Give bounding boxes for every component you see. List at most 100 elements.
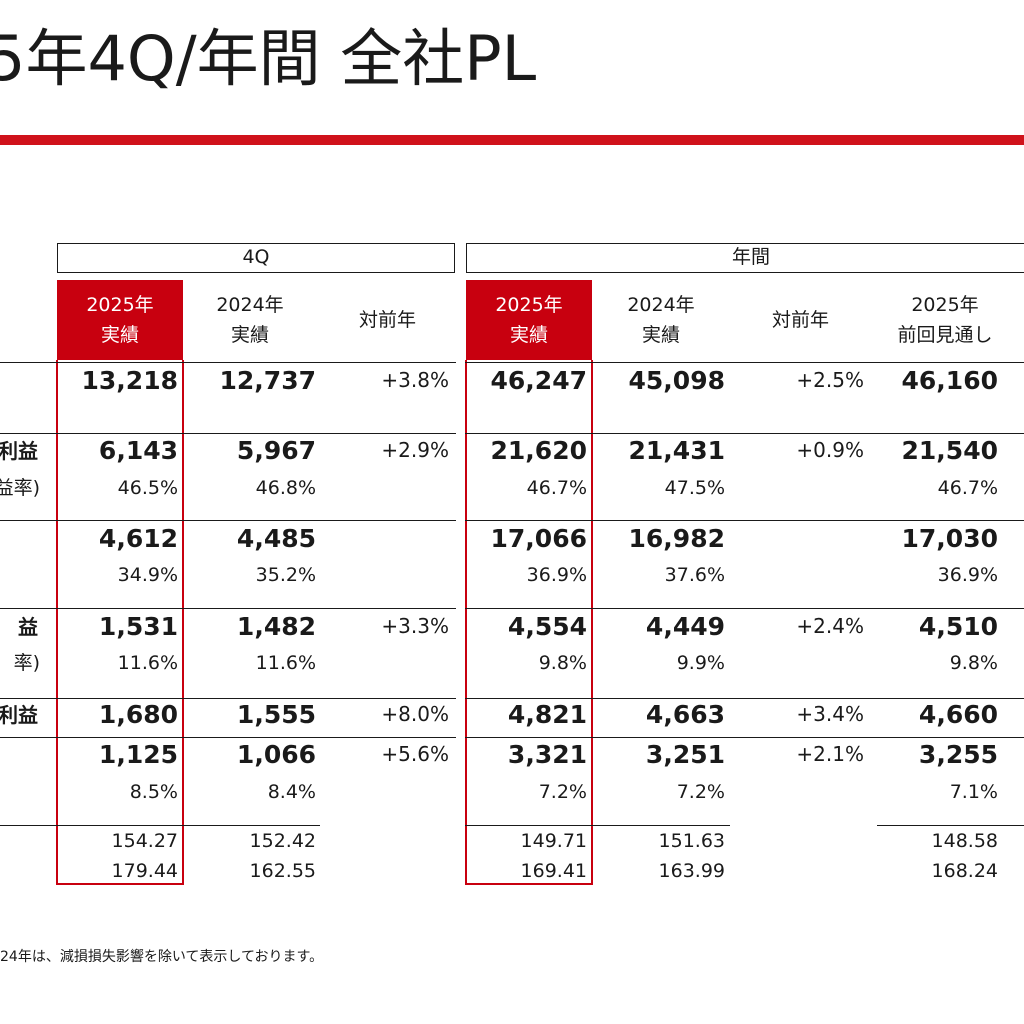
value-a25: 4,821	[507, 700, 587, 729]
value-fc: 21,540	[901, 436, 998, 465]
value-a24: 16,982	[628, 524, 725, 553]
fx-rate-a24: 151.63	[658, 830, 725, 852]
fx-rate-fc: 168.24	[931, 860, 998, 882]
fx-rate-q24: 152.42	[249, 830, 316, 852]
ratio-q25: 46.5%	[117, 477, 178, 499]
row-divider	[183, 362, 456, 363]
row-divider	[0, 698, 183, 699]
row-divider	[465, 362, 1024, 363]
yoy-qyoy: +3.3%	[381, 614, 449, 638]
row-divider	[183, 433, 456, 434]
value-a25: 17,066	[490, 524, 587, 553]
fx-rate-a24: 163.99	[658, 860, 725, 882]
yoy-ayoy: +2.5%	[796, 368, 864, 392]
ratio-a24: 7.2%	[676, 781, 725, 803]
row-divider	[0, 737, 183, 738]
row-divider	[0, 433, 183, 434]
ratio-a25: 36.9%	[526, 564, 587, 586]
column-header-a24: 2024年 実績	[627, 294, 695, 346]
value-q25: 1,680	[98, 700, 178, 729]
row-divider	[183, 737, 456, 738]
ratio-q25: 34.9%	[117, 564, 178, 586]
value-fc: 46,160	[901, 366, 998, 395]
page-title: 5年4Q/年間 全社PL	[0, 22, 537, 95]
value-a24: 3,251	[645, 740, 725, 769]
fx-divider	[0, 825, 320, 826]
group-header-4q: 4Q	[57, 243, 455, 273]
yoy-ayoy: +3.4%	[796, 702, 864, 726]
value-q25: 6,143	[98, 436, 178, 465]
value-a24: 21,431	[628, 436, 725, 465]
highlight-frame-annual	[465, 360, 593, 885]
value-q24: 4,485	[236, 524, 316, 553]
column-header-ayoy: 対前年	[771, 309, 829, 331]
value-a24: 4,449	[645, 612, 725, 641]
footnote: 24年は、減損損失影響を除いて表示しております。	[0, 949, 324, 965]
ratio-q24: 8.4%	[267, 781, 316, 803]
ratio-q25: 8.5%	[129, 781, 178, 803]
value-q25: 1,125	[98, 740, 178, 769]
row-divider	[0, 608, 183, 609]
value-a25: 3,321	[507, 740, 587, 769]
yoy-qyoy: +8.0%	[381, 702, 449, 726]
fx-rate-a25: 149.71	[520, 830, 587, 852]
ratio-a24: 9.9%	[676, 652, 725, 674]
ratio-a25: 46.7%	[526, 477, 587, 499]
row-sublabel-1: 益率)	[0, 477, 40, 499]
value-a25: 46,247	[490, 366, 587, 395]
group-header-annual: 年間	[466, 243, 1024, 273]
value-fc: 3,255	[918, 740, 998, 769]
ratio-a24: 37.6%	[664, 564, 725, 586]
column-header-fc: 2025年 前回見通し	[897, 294, 993, 346]
title-rule	[0, 135, 1024, 145]
value-q24: 1,066	[236, 740, 316, 769]
ratio-fc: 36.9%	[937, 564, 998, 586]
value-q24: 5,967	[236, 436, 316, 465]
row-divider	[183, 698, 456, 699]
ratio-fc: 9.8%	[949, 652, 998, 674]
highlight-frame-4q	[56, 360, 184, 885]
row-divider	[465, 520, 1024, 521]
row-divider	[183, 608, 456, 609]
ratio-a25: 9.8%	[538, 652, 587, 674]
column-header-a25: 2025年 実績	[466, 280, 592, 360]
yoy-ayoy: +0.9%	[796, 438, 864, 462]
value-q25: 13,218	[81, 366, 178, 395]
row-label-4: 利益	[0, 703, 38, 727]
column-header-qyoy: 対前年	[358, 309, 416, 331]
ratio-a25: 7.2%	[538, 781, 587, 803]
value-a25: 21,620	[490, 436, 587, 465]
fx-divider	[465, 825, 730, 826]
value-fc: 4,660	[918, 700, 998, 729]
value-q24: 1,555	[236, 700, 316, 729]
row-divider	[0, 520, 183, 521]
value-q24: 12,737	[219, 366, 316, 395]
ratio-q24: 35.2%	[255, 564, 316, 586]
column-header-q25: 2025年 実績	[57, 280, 183, 360]
value-fc: 17,030	[901, 524, 998, 553]
row-label-1: 利益	[0, 439, 38, 463]
fx-divider	[877, 825, 1024, 826]
ratio-fc: 46.7%	[937, 477, 998, 499]
fx-rate-q25: 154.27	[111, 830, 178, 852]
value-q24: 1,482	[236, 612, 316, 641]
ratio-a24: 47.5%	[664, 477, 725, 499]
value-a25: 4,554	[507, 612, 587, 641]
ratio-q24: 11.6%	[255, 652, 316, 674]
yoy-qyoy: +5.6%	[381, 742, 449, 766]
row-divider	[465, 608, 1024, 609]
row-sublabel-3: 率)	[13, 652, 40, 674]
ratio-q25: 11.6%	[117, 652, 178, 674]
fx-rate-fc: 148.58	[931, 830, 998, 852]
value-q25: 4,612	[98, 524, 178, 553]
ratio-q24: 46.8%	[255, 477, 316, 499]
row-divider	[0, 362, 183, 363]
yoy-ayoy: +2.1%	[796, 742, 864, 766]
column-header-q24: 2024年 実績	[216, 294, 284, 346]
yoy-ayoy: +2.4%	[796, 614, 864, 638]
yoy-qyoy: +2.9%	[381, 438, 449, 462]
row-divider	[183, 520, 456, 521]
row-divider	[465, 737, 1024, 738]
row-label-3: 益	[18, 615, 38, 639]
row-divider	[465, 433, 1024, 434]
